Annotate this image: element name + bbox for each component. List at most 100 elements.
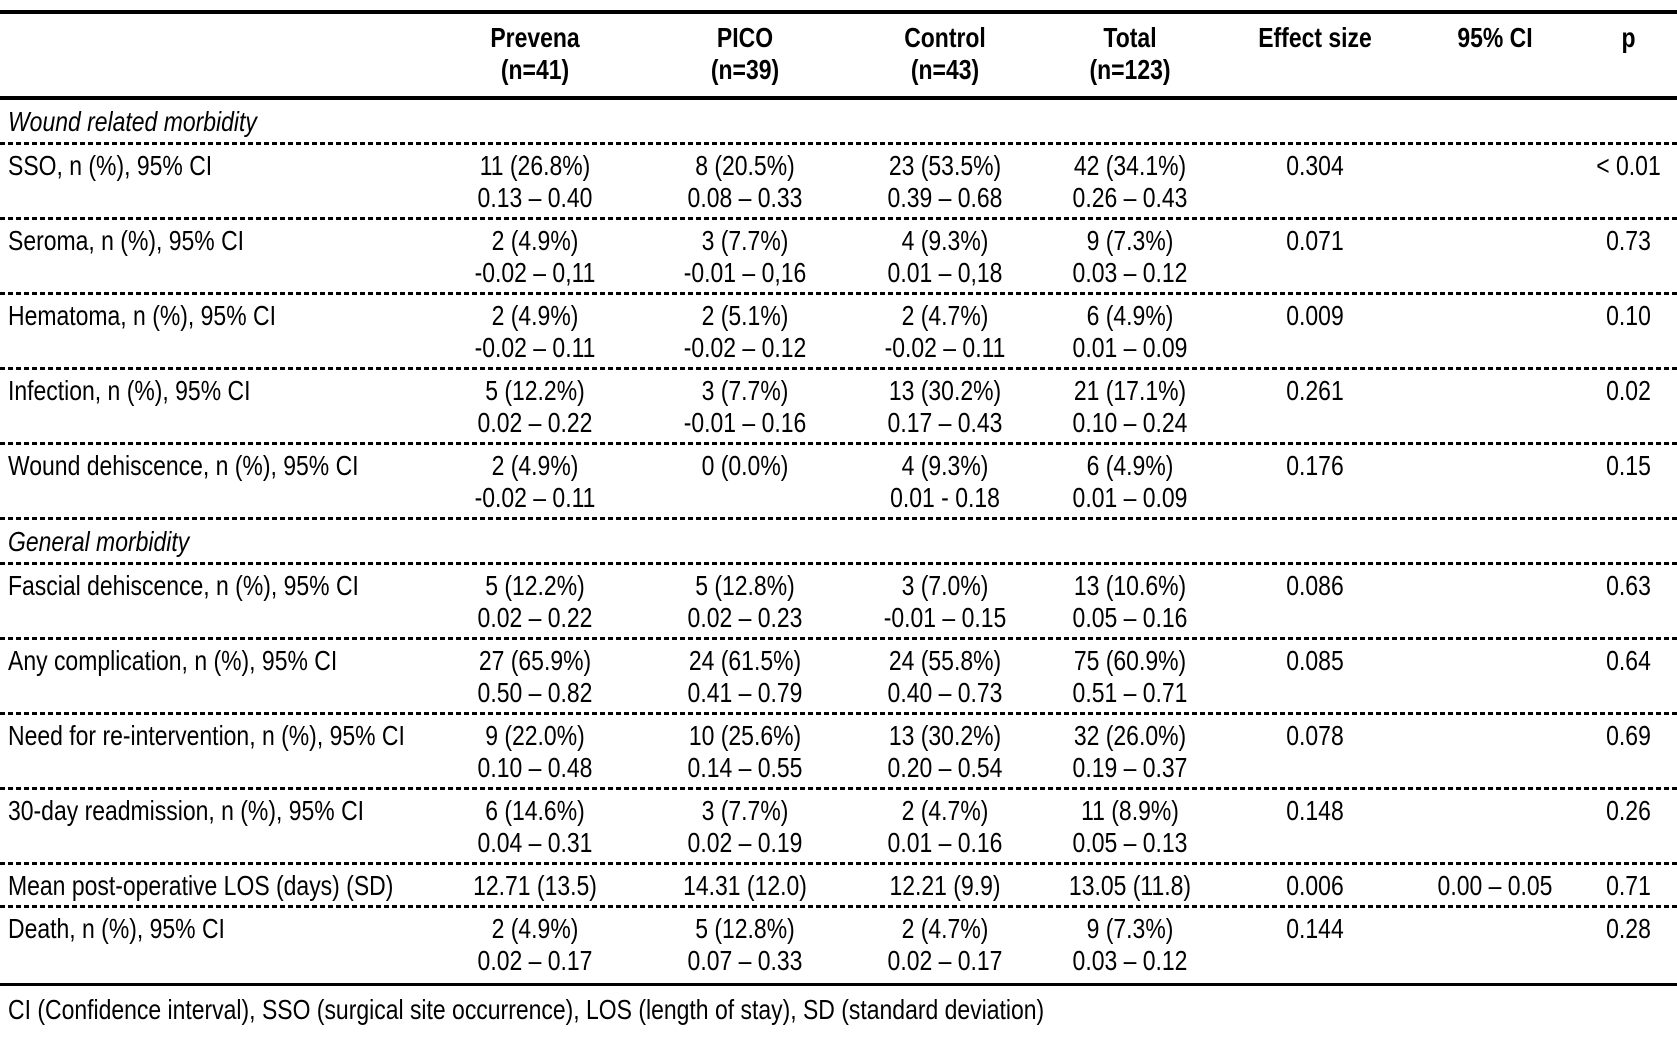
cell-95ci [1410, 300, 1580, 364]
cell-95ci [1410, 570, 1580, 634]
cell-control: 4 (9.3%) 0.01 - 0.18 [850, 450, 1040, 514]
row-label: 30-day readmission, n (%), 95% CI [8, 795, 365, 826]
value-ci: 0.02 – 0.17 [477, 945, 593, 976]
column-header-label: Effect size [1258, 22, 1372, 53]
row-label: Wound dehiscence, n (%), 95% CI [8, 450, 359, 481]
cell-total: 11 (8.9%) 0.05 – 0.13 [1040, 795, 1220, 859]
value-n-pct: 3 (7.7%) [701, 225, 789, 256]
column-header-label: PICO [716, 22, 774, 53]
value-ci: 0.02 – 0.22 [477, 407, 593, 438]
value-effect-size: 0.006 [1286, 870, 1344, 901]
value-n-pct: 12.21 (9.9) [889, 870, 1001, 901]
value-n-pct: 0 (0.0%) [701, 450, 789, 481]
cell-pico: 5 (12.8%) 0.07 – 0.33 [640, 913, 850, 977]
cell-p: 0.71 [1580, 870, 1677, 902]
row-label: SSO, n (%), 95% CI [8, 150, 213, 181]
column-header-total: Total (n=123) [1040, 22, 1220, 86]
cell-p: < 0.01 [1580, 150, 1677, 214]
row-label-cell: Need for re-intervention, n (%), 95% CI [0, 720, 430, 784]
cell-prevena: 27 (65.9%) 0.50 – 0.82 [430, 645, 640, 709]
cell-effect-size: 0.078 [1220, 720, 1410, 784]
cell-prevena: 5 (12.2%) 0.02 – 0.22 [430, 570, 640, 634]
cell-95ci: 0.00 – 0.05 [1410, 870, 1580, 902]
cell-effect-size: 0.009 [1220, 300, 1410, 364]
value-n-pct: 13 (30.2%) [888, 720, 1002, 751]
row-label: Fascial dehiscence, n (%), 95% CI [8, 570, 359, 601]
value-n-pct: 5 (12.8%) [695, 570, 795, 601]
value-n-pct: 32 (26.0%) [1073, 720, 1187, 751]
cell-p: 0.73 [1580, 225, 1677, 289]
value-n-pct: 5 (12.2%) [485, 570, 585, 601]
cell-p: 0.10 [1580, 300, 1677, 364]
table-row-30-day-readmission: 30-day readmission, n (%), 95% CI 6 (14.… [0, 790, 1677, 865]
cell-pico: 3 (7.7%) 0.02 – 0.19 [640, 795, 850, 859]
value-n-pct: 4 (9.3%) [901, 450, 989, 481]
section-row-general-morbidity: General morbidity [0, 520, 1677, 565]
cell-total: 13 (10.6%) 0.05 – 0.16 [1040, 570, 1220, 634]
cell-95ci [1410, 645, 1580, 709]
column-header-sub: (n=39) [710, 54, 780, 85]
value-effect-size: 0.086 [1286, 570, 1344, 601]
cell-control: 3 (7.0%) -0.01 – 0.15 [850, 570, 1040, 634]
column-header-effect-size: Effect size [1220, 22, 1410, 86]
cell-control: 13 (30.2%) 0.20 – 0.54 [850, 720, 1040, 784]
cell-95ci [1410, 375, 1580, 439]
value-n-pct: 27 (65.9%) [478, 645, 592, 676]
table-row-need-for-reintervention: Need for re-intervention, n (%), 95% CI … [0, 715, 1677, 790]
table-row-seroma: Seroma, n (%), 95% CI 2 (4.9%) -0.02 – 0,… [0, 220, 1677, 295]
table-row-death: Death, n (%), 95% CI 2 (4.9%) 0.02 – 0.17… [0, 908, 1677, 986]
value-n-pct: 6 (4.9%) [1086, 450, 1174, 481]
row-label: Infection, n (%), 95% CI [8, 375, 251, 406]
column-header-prevena: Prevena (n=41) [430, 22, 640, 86]
section-row-wound-related-morbidity: Wound related morbidity [0, 100, 1677, 145]
row-label: Need for re-intervention, n (%), 95% CI [8, 720, 405, 751]
cell-pico: 3 (7.7%) -0.01 – 0,16 [640, 225, 850, 289]
cell-control: 23 (53.5%) 0.39 – 0.68 [850, 150, 1040, 214]
cell-effect-size: 0.085 [1220, 645, 1410, 709]
cell-p: 0.63 [1580, 570, 1677, 634]
cell-prevena: 2 (4.9%) 0.02 – 0.17 [430, 913, 640, 977]
value-p: 0.15 [1606, 450, 1651, 481]
value-n-pct: 2 (4.9%) [491, 450, 579, 481]
value-ci: 0.20 – 0.54 [887, 752, 1003, 783]
cell-pico: 0 (0.0%) [640, 450, 850, 514]
cell-control: 13 (30.2%) 0.17 – 0.43 [850, 375, 1040, 439]
value-effect-size: 0.009 [1286, 300, 1344, 331]
table-header-row: Prevena (n=41) PICO (n=39) Control (n=43… [0, 10, 1677, 100]
value-ci: 0.01 - 0.18 [890, 482, 1000, 513]
value-effect-size: 0.261 [1286, 375, 1344, 406]
row-label-cell: Infection, n (%), 95% CI [0, 375, 430, 439]
value-ci: 0.17 – 0.43 [887, 407, 1003, 438]
cell-95ci [1410, 150, 1580, 214]
value-ci: 0.40 – 0.73 [887, 677, 1003, 708]
value-ci: 0.01 – 0,18 [887, 257, 1003, 288]
value-n-pct: 3 (7.7%) [701, 375, 789, 406]
value-n-pct: 9 (7.3%) [1086, 913, 1174, 944]
value-n-pct: 5 (12.2%) [485, 375, 585, 406]
column-header-label: Control [904, 22, 986, 53]
value-effect-size: 0.176 [1286, 450, 1344, 481]
column-header-sub: (n=123) [1089, 54, 1171, 85]
row-label: Mean post-operative LOS (days) (SD) [8, 870, 394, 901]
value-ci: 0.08 – 0.33 [687, 182, 803, 213]
cell-p: 0.02 [1580, 375, 1677, 439]
column-header-label: Prevena [490, 22, 580, 53]
cell-p: 0.69 [1580, 720, 1677, 784]
cell-control: 2 (4.7%) -0.02 – 0.11 [850, 300, 1040, 364]
footnote-text: CI (Confidence interval), SSO (surgical … [8, 994, 1045, 1025]
value-ci: 0.07 – 0.33 [687, 945, 803, 976]
row-label: Seroma, n (%), 95% CI [8, 225, 245, 256]
value-n-pct: 11 (8.9%) [1081, 795, 1179, 826]
cell-prevena: 2 (4.9%) -0.02 – 0.11 [430, 300, 640, 364]
column-header-pico: PICO (n=39) [640, 22, 850, 86]
value-p: 0.71 [1606, 870, 1651, 901]
cell-prevena: 5 (12.2%) 0.02 – 0.22 [430, 375, 640, 439]
value-n-pct: 11 (26.8%) [479, 150, 591, 181]
value-n-pct: 24 (55.8%) [888, 645, 1002, 676]
value-n-pct: 42 (34.1%) [1073, 150, 1187, 181]
value-ci: -0.02 – 0.11 [474, 332, 596, 363]
value-n-pct: 3 (7.7%) [701, 795, 789, 826]
cell-total: 32 (26.0%) 0.19 – 0.37 [1040, 720, 1220, 784]
value-n-pct: 14.31 (12.0) [683, 870, 807, 901]
cell-effect-size: 0.086 [1220, 570, 1410, 634]
